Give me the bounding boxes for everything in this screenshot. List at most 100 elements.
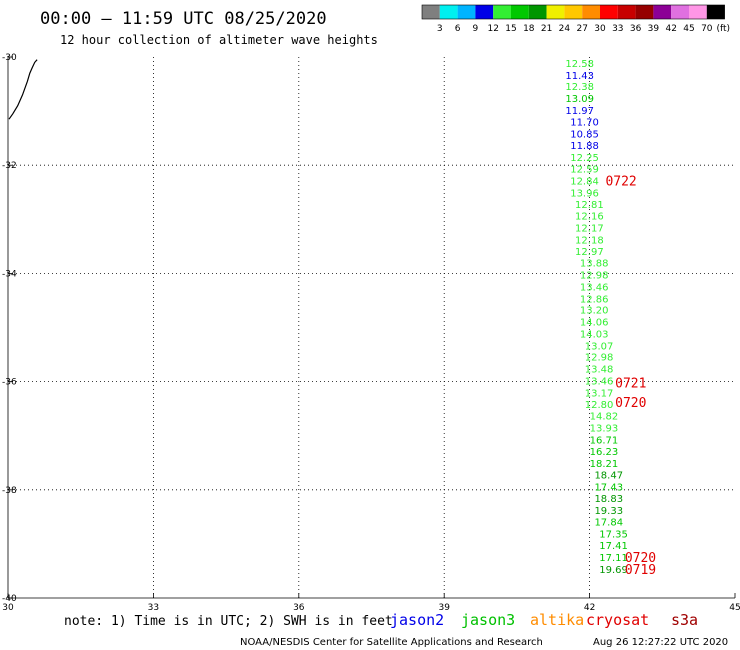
- wave-height-label: 19.69: [599, 565, 628, 576]
- colorbar-swatch: [475, 5, 494, 19]
- wave-height-label: 12.38: [565, 82, 594, 93]
- wave-height-label: 13.09: [565, 94, 594, 105]
- wave-height-label: 12.86: [580, 294, 609, 305]
- colorbar-label: 12: [487, 24, 498, 34]
- wave-height-label: 18.47: [594, 471, 623, 482]
- wave-height-label: 12.18: [575, 235, 604, 246]
- satellite-legend: jason2 jason3 altika cryosat s3a: [390, 611, 698, 629]
- wave-height-label: 14.82: [590, 412, 619, 423]
- coastline: [8, 59, 38, 120]
- wave-height-label: 17.11: [599, 553, 628, 564]
- colorbar-label: 39: [648, 24, 660, 34]
- wave-height-label: 11.70: [570, 117, 599, 128]
- y-tick-label: -38: [2, 486, 17, 496]
- grid-lines: [8, 57, 735, 598]
- wave-height-labels: 12.5811.4312.3813.0911.9711.7010.8511.88…: [565, 59, 628, 576]
- wave-height-label: 13.07: [585, 341, 614, 352]
- x-tick-label: 33: [148, 603, 159, 613]
- colorbar-unit: (ft): [716, 24, 730, 34]
- wave-height-label: 13.17: [585, 388, 614, 399]
- wave-height-label: 17.43: [594, 483, 623, 494]
- legend-s3a: s3a: [671, 611, 698, 629]
- wave-height-label: 12.58: [565, 59, 594, 70]
- colorbar-swatch: [546, 5, 565, 19]
- wave-height-label: 13.20: [580, 306, 609, 317]
- footer-credit: NOAA/NESDIS Center for Satellite Applica…: [240, 637, 543, 648]
- colorbar-swatch: [689, 5, 707, 19]
- colorbar-swatch: [635, 5, 654, 19]
- colorbar-label: 21: [541, 24, 552, 34]
- y-tick-label: -32: [2, 161, 17, 171]
- colorbar-label: 27: [576, 24, 587, 34]
- pass-time-label: 0720: [625, 551, 656, 566]
- y-tick-label: -40: [2, 594, 17, 604]
- wave-height-label: 12.98: [580, 270, 609, 281]
- pass-time-label: 0719: [625, 563, 656, 578]
- colorbar-swatch: [439, 5, 458, 19]
- colorbar-swatch: [600, 5, 618, 19]
- colorbar-label: 30: [594, 24, 606, 34]
- wave-height-label: 12.17: [575, 223, 604, 234]
- wave-height-label: 14.06: [580, 318, 609, 329]
- wave-height-label: 12.84: [570, 176, 599, 187]
- chart-title: 00:00 – 11:59 UTC 08/25/2020: [40, 9, 327, 29]
- y-tick-label: -36: [2, 378, 17, 388]
- colorbar-label: 70: [701, 24, 713, 34]
- wave-height-label: 13.93: [590, 424, 619, 435]
- colorbar-label: 3: [437, 24, 443, 34]
- legend-jason2: jason2: [390, 611, 444, 629]
- chart-subtitle: 12 hour collection of altimeter wave hei…: [60, 33, 378, 47]
- wave-height-label: 10.85: [570, 129, 599, 140]
- wave-height-label: 11.88: [570, 141, 599, 152]
- colorbar-label: 36: [630, 24, 642, 34]
- color-scale-bar: 3 6 9 12 15 18 21 24 27 30 33 36 39 42 45 70 (ft): [421, 4, 730, 34]
- colorbar-swatch: [706, 5, 725, 19]
- colorbar-label: 24: [559, 24, 571, 34]
- colorbar-swatch: [653, 5, 672, 19]
- coastline-path: [8, 59, 38, 120]
- y-tick-label: -30: [2, 53, 17, 63]
- wave-height-label: 12.59: [570, 164, 599, 175]
- x-tick-label: 45: [729, 603, 740, 613]
- colorbar-swatch: [617, 5, 636, 19]
- wave-height-label: 18.83: [594, 494, 623, 505]
- wave-height-label: 14.03: [580, 329, 609, 340]
- colorbar-label: 33: [612, 24, 623, 34]
- wave-height-label: 18.21: [590, 459, 619, 470]
- wave-height-label: 13.46: [580, 282, 609, 293]
- wave-height-label: 13.96: [570, 188, 599, 199]
- wave-height-label: 12.25: [570, 153, 599, 164]
- x-tick-label: 42: [584, 603, 595, 613]
- colorbar-label: 18: [523, 24, 535, 34]
- pass-time-label: 0721: [615, 377, 646, 392]
- colorbar-label: 42: [665, 24, 676, 34]
- wave-height-label: 13.46: [585, 377, 614, 388]
- colorbar-label: 6: [455, 24, 461, 34]
- wave-height-label: 17.84: [594, 518, 623, 529]
- wave-height-label: 12.16: [575, 212, 604, 223]
- x-tick-label: 39: [438, 603, 450, 613]
- wave-height-label: 11.97: [565, 106, 594, 117]
- wave-height-label: 17.41: [599, 541, 628, 552]
- wave-height-label: 12.97: [575, 247, 604, 258]
- legend-jason3: jason3: [461, 611, 515, 629]
- colorbar-swatch: [671, 5, 689, 19]
- wave-height-label: 12.98: [585, 353, 614, 364]
- wave-height-label: 19.33: [594, 506, 623, 517]
- colorbar-swatch: [511, 5, 529, 19]
- wave-height-label: 16.23: [590, 447, 619, 458]
- colorbar-swatch: [564, 5, 583, 19]
- colorbar-label: 15: [505, 24, 516, 34]
- colorbar-swatch: [422, 5, 440, 19]
- y-tick-label: -34: [2, 269, 17, 279]
- wave-height-label: 13.48: [585, 365, 614, 376]
- wave-height-label: 12.81: [575, 200, 604, 211]
- colorbar-label: 45: [683, 24, 694, 34]
- wave-height-label: 17.35: [599, 530, 628, 541]
- x-tick-label: 30: [2, 603, 14, 613]
- pass-time-label: 0722: [605, 174, 636, 189]
- wave-height-label: 16.71: [590, 435, 619, 446]
- colorbar-swatch: [582, 5, 600, 19]
